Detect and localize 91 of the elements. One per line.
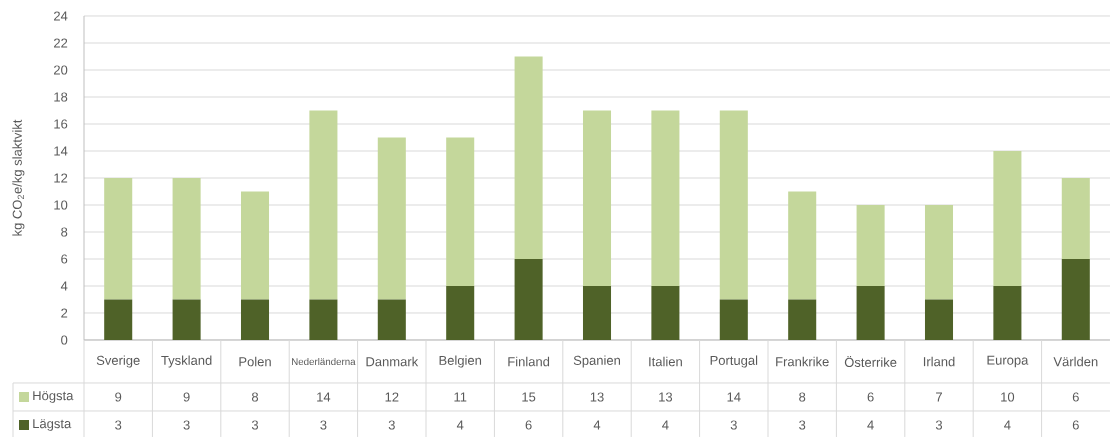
bar xyxy=(377,299,406,340)
data-label: 13 xyxy=(659,392,673,402)
y-tick-label: 6 xyxy=(61,254,68,264)
x-tick-label: Belgien xyxy=(439,355,482,368)
data-label: 8 xyxy=(799,392,806,402)
data-label: 3 xyxy=(251,420,259,430)
y-tick-label: 12 xyxy=(54,173,68,183)
bar xyxy=(924,204,954,300)
x-tick-label: Världen xyxy=(1053,356,1098,367)
x-tick-label: Tyskland xyxy=(161,355,212,368)
bar xyxy=(788,191,817,300)
bar xyxy=(309,110,338,300)
data-label: 3 xyxy=(320,420,327,430)
x-tick-label: Sverige xyxy=(96,355,140,368)
data-label: 3 xyxy=(730,420,737,430)
bar xyxy=(856,285,885,340)
data-label: 9 xyxy=(115,392,122,402)
data-label: 3 xyxy=(935,420,943,430)
data-label: 3 xyxy=(388,420,395,430)
data-label: 14 xyxy=(317,392,331,402)
data-label: 13 xyxy=(590,392,604,402)
bar xyxy=(104,177,133,300)
data-label: 4 xyxy=(662,420,669,430)
x-tick-label: Italien xyxy=(649,356,682,367)
bar xyxy=(993,150,1022,286)
data-label: 7 xyxy=(936,392,942,402)
y-tick-label: 16 xyxy=(54,119,68,129)
x-tick-label: Portugal xyxy=(710,355,758,368)
x-tick-label: Europa xyxy=(987,355,1029,368)
x-tick-label: Frankrike xyxy=(776,356,829,367)
bar xyxy=(651,110,680,286)
y-tick-label: 10 xyxy=(54,200,68,210)
bar xyxy=(924,299,954,340)
y-tick-label: 2 xyxy=(61,308,68,318)
bar xyxy=(240,299,270,340)
data-label: 4 xyxy=(593,420,601,430)
data-label: 3 xyxy=(115,420,122,430)
data-label: 15 xyxy=(522,392,536,402)
bar xyxy=(172,177,201,300)
data-label: 12 xyxy=(385,392,399,402)
bar xyxy=(514,56,543,259)
data-label: 9 xyxy=(183,392,190,402)
y-axis-title: kg CO$_{2}$e/kg slaktvikt xyxy=(12,119,25,236)
bar xyxy=(719,299,748,340)
data-label: 11 xyxy=(454,392,467,402)
x-tick-label: Nederländerna xyxy=(292,357,356,366)
x-tick-label: Polen xyxy=(239,356,271,367)
y-tick-label: 24 xyxy=(54,11,68,21)
data-label: 3 xyxy=(799,420,806,430)
data-label: 6 xyxy=(525,420,532,430)
y-tick-label: 22 xyxy=(54,38,68,48)
bar xyxy=(582,110,612,286)
data-label: 4 xyxy=(456,420,464,430)
legend-label: Högsta xyxy=(33,391,74,403)
bar xyxy=(993,285,1022,340)
data-label: 3 xyxy=(183,420,190,430)
data-label: 10 xyxy=(1001,392,1015,402)
y-tick-label: 18 xyxy=(54,92,68,102)
data-label: 6 xyxy=(1072,392,1079,402)
legend-label: Lägsta xyxy=(33,419,72,431)
bar xyxy=(856,204,885,286)
y-tick-label: 8 xyxy=(61,227,68,237)
bar xyxy=(446,285,475,340)
y-tick-label: 0 xyxy=(61,335,68,345)
bar xyxy=(582,285,612,340)
y-tick-label: 20 xyxy=(54,65,68,75)
bar xyxy=(446,137,475,286)
bar xyxy=(240,191,270,300)
bar xyxy=(1061,177,1090,259)
bar xyxy=(514,258,543,340)
bar xyxy=(104,299,133,340)
x-tick-label: Irland xyxy=(923,356,955,367)
data-label: 6 xyxy=(867,392,874,402)
bar xyxy=(788,299,817,340)
bar xyxy=(172,299,201,340)
data-label: 14 xyxy=(727,392,741,402)
x-tick-label: Österrike xyxy=(844,355,897,367)
bar xyxy=(309,299,338,340)
data-label: 8 xyxy=(251,392,259,402)
x-tick-label: Finland xyxy=(508,356,550,367)
data-label: 4 xyxy=(1004,420,1011,430)
y-tick-label: 4 xyxy=(60,281,68,291)
bar xyxy=(377,137,406,300)
data-label: 6 xyxy=(1072,420,1079,430)
x-tick-label: Danmark xyxy=(366,356,419,367)
x-tick-label: Spanien xyxy=(573,355,621,368)
bar xyxy=(719,110,748,300)
data-label: 4 xyxy=(867,420,874,430)
y-tick-label: 14 xyxy=(54,146,68,156)
bar xyxy=(651,285,680,340)
bar xyxy=(1061,258,1090,340)
